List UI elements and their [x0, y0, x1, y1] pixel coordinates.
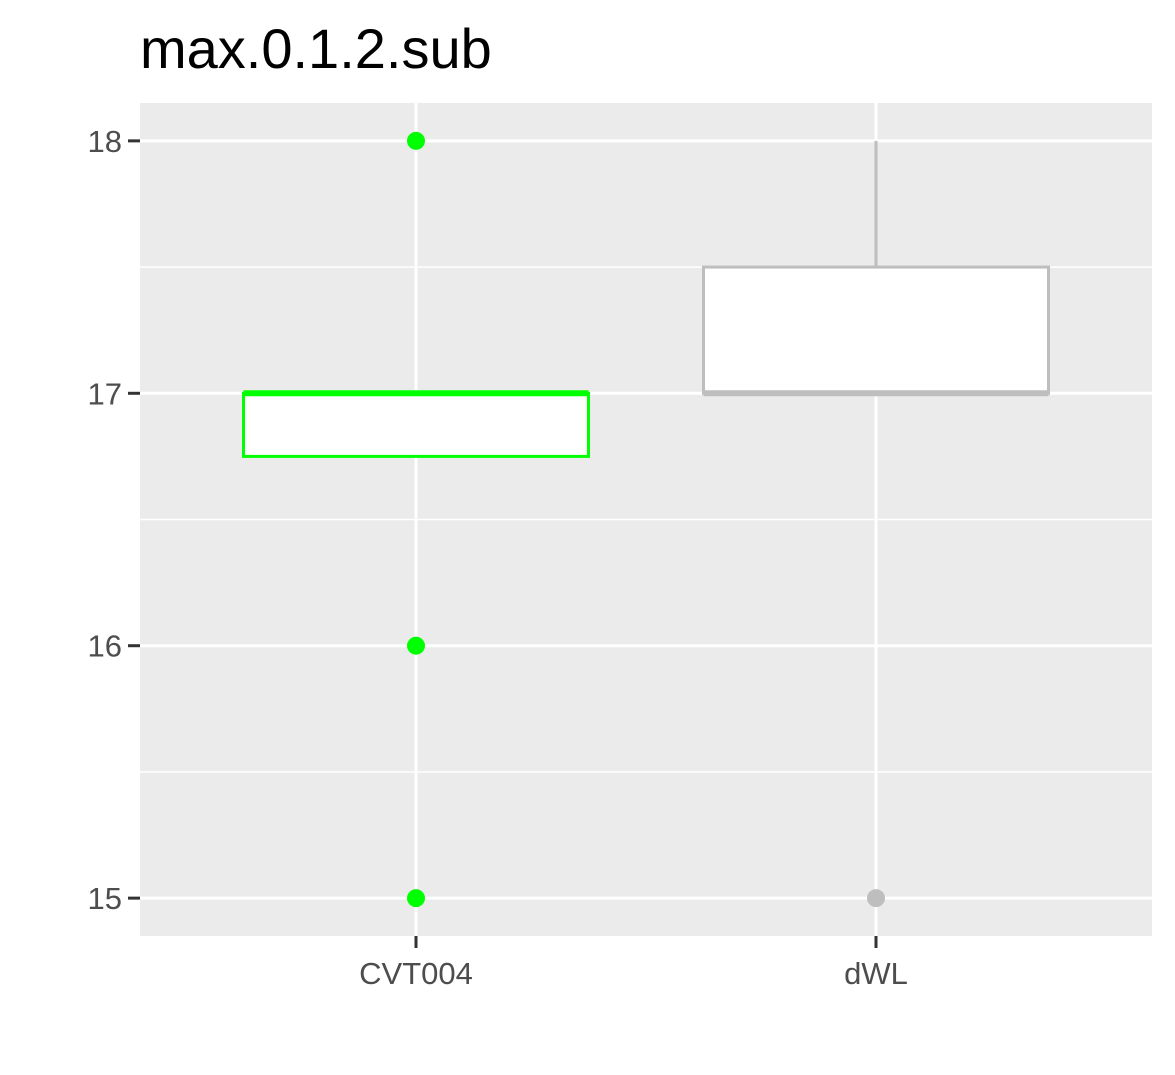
outlier-point: [867, 889, 885, 908]
y-tick-label: 18: [88, 124, 122, 159]
outlier-point: [407, 131, 425, 150]
box-dwl: [702, 140, 1050, 908]
chart-title: max.0.1.2.sub: [140, 17, 492, 80]
outlier-point: [407, 636, 425, 655]
box-body: [702, 265, 1050, 395]
y-tick-label: 17: [88, 376, 122, 411]
x-axis: CVT004 dWL: [359, 936, 908, 991]
box-body: [242, 391, 590, 458]
outlier-point: [407, 889, 425, 908]
boxes-layer: [242, 131, 1050, 908]
x-tick-label: CVT004: [359, 956, 473, 991]
y-tick-label: 15: [88, 881, 122, 916]
x-tick-label: dWL: [844, 956, 908, 991]
y-axis: 15 16 17 18: [88, 124, 140, 916]
y-tick-label: 16: [88, 629, 122, 664]
box-cvt004: [242, 131, 590, 908]
